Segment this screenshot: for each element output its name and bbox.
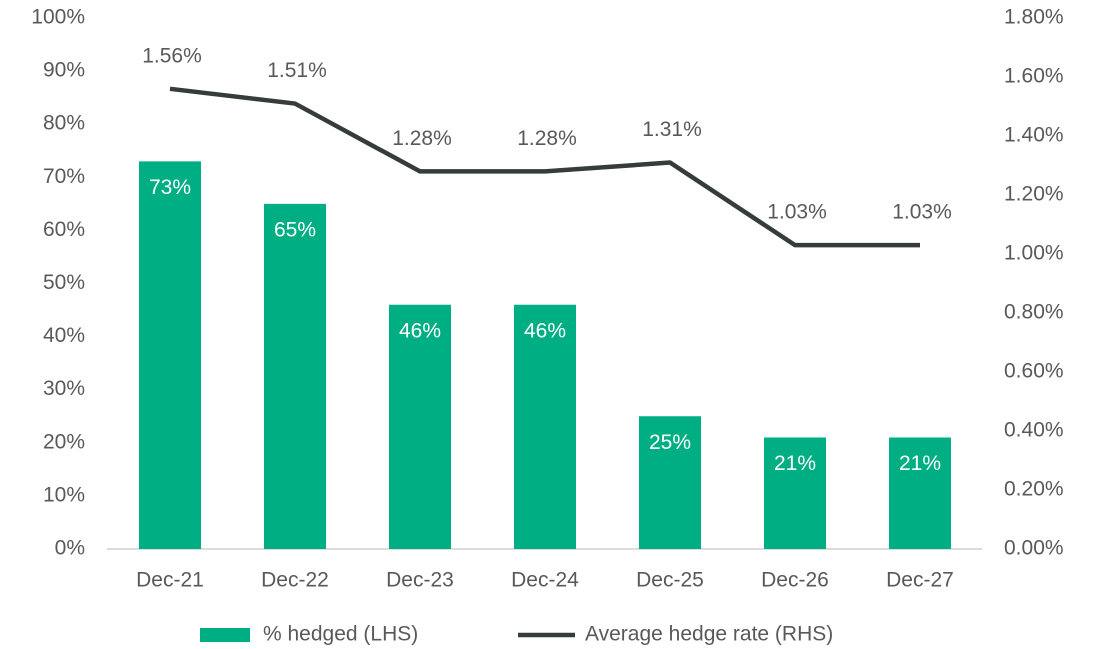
y2-tick-label: 0.80% bbox=[1004, 301, 1064, 324]
y-tick-label: 50% bbox=[43, 271, 85, 294]
bar-label: 46% bbox=[524, 319, 566, 342]
y-tick-label: 20% bbox=[43, 430, 85, 453]
y2-tick-label: 0.00% bbox=[1004, 537, 1064, 560]
y-tick-label: 40% bbox=[43, 324, 85, 347]
y-tick-label: 90% bbox=[43, 59, 85, 82]
legend-label: % hedged (LHS) bbox=[263, 623, 418, 646]
bar bbox=[389, 304, 451, 549]
y2-tick-label: 0.20% bbox=[1004, 478, 1064, 501]
x-tick-label: Dec-21 bbox=[136, 569, 204, 592]
y-tick-label: 80% bbox=[43, 112, 85, 135]
legend-label: Average hedge rate (RHS) bbox=[585, 623, 833, 646]
line-label: 1.28% bbox=[517, 127, 577, 150]
line-label: 1.31% bbox=[642, 118, 702, 141]
line-label: 1.56% bbox=[142, 44, 202, 67]
x-tick-label: Dec-27 bbox=[886, 569, 954, 592]
line-label: 1.28% bbox=[392, 127, 452, 150]
y-tick-label: 60% bbox=[43, 218, 85, 241]
bar-label: 73% bbox=[149, 176, 191, 199]
x-tick-label: Dec-24 bbox=[511, 569, 579, 592]
x-tick-label: Dec-22 bbox=[261, 569, 329, 592]
y-tick-label: 100% bbox=[31, 6, 85, 29]
y-tick-label: 70% bbox=[43, 165, 85, 188]
y2-tick-label: 1.00% bbox=[1004, 242, 1064, 265]
y2-tick-label: 1.80% bbox=[1004, 6, 1064, 29]
line bbox=[169, 86, 920, 248]
bar bbox=[514, 304, 576, 549]
legend-swatch bbox=[200, 628, 250, 642]
bar bbox=[139, 161, 201, 549]
bar bbox=[764, 437, 826, 549]
bar-label: 21% bbox=[774, 452, 816, 475]
bar bbox=[264, 203, 326, 549]
y2-tick-label: 1.40% bbox=[1004, 124, 1064, 147]
x-tick-label: Dec-25 bbox=[636, 569, 704, 592]
line-label: 1.51% bbox=[267, 59, 327, 82]
x-tick-label: Dec-26 bbox=[761, 569, 829, 592]
y-tick-label: 0% bbox=[55, 537, 85, 560]
y-tick-label: 30% bbox=[43, 377, 85, 400]
bar-label: 25% bbox=[649, 431, 691, 454]
bar bbox=[889, 437, 951, 549]
bar bbox=[639, 416, 701, 549]
line-label: 1.03% bbox=[767, 201, 827, 224]
y2-tick-label: 0.60% bbox=[1004, 360, 1064, 383]
bar-label: 65% bbox=[274, 218, 316, 241]
x-tick-label: Dec-23 bbox=[386, 569, 454, 592]
bar-label: 46% bbox=[399, 319, 441, 342]
y2-tick-label: 0.40% bbox=[1004, 419, 1064, 442]
y2-tick-label: 1.60% bbox=[1004, 65, 1064, 88]
y2-tick-label: 1.20% bbox=[1004, 183, 1064, 206]
bar-label: 21% bbox=[899, 452, 941, 475]
y-tick-label: 10% bbox=[43, 483, 85, 506]
line-label: 1.03% bbox=[892, 201, 952, 224]
